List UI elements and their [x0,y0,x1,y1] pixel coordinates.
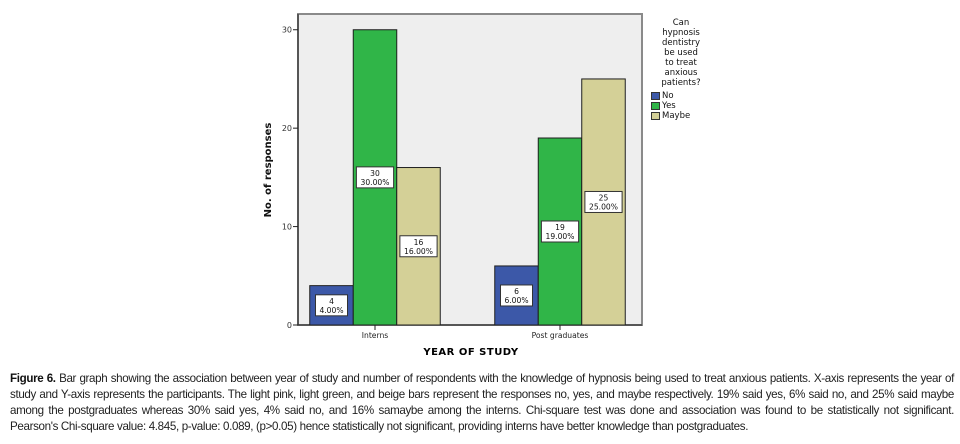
x-axis-title-text: YEAR OF STUDY [423,347,519,358]
data-label-text: 30 [370,169,380,178]
data-label-text: 4 [329,297,334,306]
legend-title-line: patients? [661,78,701,88]
legend-title-line: dentistry [662,38,700,48]
legend-title: Can hypnosis dentistry be used to treat anxio… [648,18,714,88]
x-tick-label: Interns [362,331,389,340]
data-label-text: 25 [599,193,609,202]
legend-item-maybe: Maybe [651,111,714,121]
data-label-box [315,294,348,317]
legend: Can hypnosis dentistry be used to treat anxio… [648,18,714,121]
y-tick-label: 10 [282,223,292,232]
figure-caption: Figure 6. Bar graph showing the associat… [10,371,954,435]
legend-swatch [651,102,660,110]
data-label-text: 6.00% [504,296,528,305]
data-label-box [399,235,438,258]
caption-text: Bar graph showing the association betwee… [10,372,954,433]
y-tick-label: 20 [282,124,292,133]
data-label-text: 19.00% [546,232,575,241]
legend-title-line: anxious [664,68,698,78]
data-label-box [540,220,580,243]
data-label: 44.00% [315,294,348,317]
data-label-box [355,166,395,189]
data-label-text: 16.00% [404,247,433,256]
y-axis-title: No. of responses [263,123,274,218]
legend-item-yes: Yes [651,101,714,111]
legend-swatch [651,92,660,100]
legend-label: No [662,91,674,101]
data-label-text: 6 [514,287,519,296]
data-label: 66.00% [500,284,533,307]
data-label-text: 25.00% [589,202,618,211]
bar-chart: 44.00%3030.00%1616.00%66.00%1919.00%2525… [263,13,643,340]
y-tick-label: 0 [287,321,292,330]
data-label-text: 16 [414,238,424,247]
x-tick-label: Post graduates [532,331,589,340]
data-label-text: 19 [555,223,565,232]
y-tick-label: 30 [282,26,292,35]
legend-label: Maybe [662,111,691,121]
data-label-text: 30.00% [361,178,390,187]
data-label-box [584,190,623,213]
legend-label: Yes [662,101,676,111]
data-label-box [500,284,533,307]
legend-title-line: be used [664,48,698,58]
caption-label: Figure 6. [10,372,56,385]
legend-item-no: No [651,91,714,101]
data-label-text: 4.00% [319,306,343,315]
legend-swatch [651,112,660,120]
legend-title-line: to treat [665,58,697,68]
legend-title-line: hypnosis [662,28,700,38]
x-axis-title: YEAR OF STUDY [0,347,960,358]
legend-title-line: Can [672,18,690,28]
